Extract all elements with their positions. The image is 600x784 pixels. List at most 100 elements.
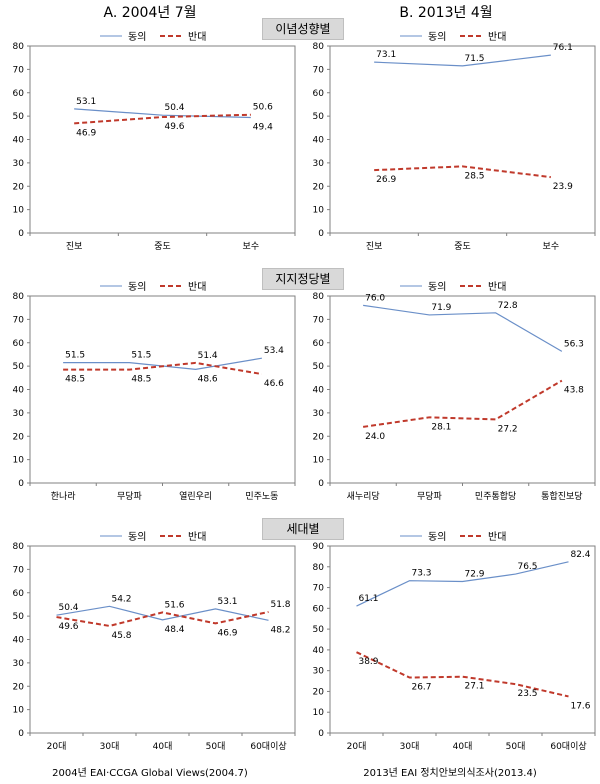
data-label-agree: 48.4 <box>164 625 184 635</box>
series-agree-line <box>56 605 269 621</box>
data-label-oppose: 51.6 <box>164 600 184 610</box>
data-label-oppose: 50.6 <box>253 103 273 113</box>
y-tick-label: 20 <box>13 182 25 192</box>
plot-frame <box>29 45 296 234</box>
data-label-agree: 48.6 <box>198 374 218 384</box>
series-oppose-line <box>63 361 263 376</box>
y-tick-label: 50 <box>13 612 25 622</box>
data-label-agree: 51.5 <box>65 351 85 361</box>
footer-source-2004: 2004년 EAI·CCGA Global Views(2004.7) <box>52 768 248 779</box>
data-label-agree: 76.0 <box>365 293 385 303</box>
plot-frame <box>29 545 296 734</box>
y-tick-label: 40 <box>13 136 25 146</box>
y-tick-label: 60 <box>313 604 325 614</box>
data-label-agree: 49.4 <box>253 123 273 133</box>
data-label-oppose: 45.8 <box>111 631 131 641</box>
y-tick-label: 20 <box>313 182 325 192</box>
x-tick-label: 60대이상 <box>550 741 586 752</box>
y-tick-label: 20 <box>313 687 325 697</box>
section-title-generation: 세대별 <box>262 518 344 540</box>
y-tick-label: 80 <box>313 42 325 52</box>
y-tick-label: 90 <box>313 542 325 552</box>
data-label-oppose: 28.5 <box>464 171 484 181</box>
x-tick-label: 30대 <box>100 741 120 752</box>
series-agree-line <box>74 108 251 119</box>
y-tick-label: 30 <box>313 667 325 677</box>
x-tick-label: 새누리당 <box>347 491 380 502</box>
x-tick-label: 50대 <box>506 741 526 752</box>
y-tick-label: 50 <box>313 625 325 635</box>
y-tick-label: 60 <box>13 589 25 599</box>
y-tick-label: 0 <box>18 729 24 739</box>
data-label-oppose: 26.9 <box>376 175 396 185</box>
y-tick-label: 20 <box>13 682 25 692</box>
data-label-agree: 56.3 <box>564 339 584 349</box>
section-title-ideology: 이념성향별 <box>262 18 344 40</box>
x-tick-label: 민주노동 <box>245 491 278 502</box>
x-tick-label: 보수 <box>243 241 260 252</box>
x-tick-label: 민주통합당 <box>475 491 516 502</box>
data-label-oppose: 46.9 <box>217 628 237 638</box>
data-label-oppose: 51.4 <box>198 351 218 361</box>
data-label-oppose: 49.6 <box>164 122 184 132</box>
plot-frame <box>329 545 596 734</box>
y-tick-label: 80 <box>13 292 25 302</box>
y-tick-label: 50 <box>13 362 25 372</box>
x-tick-label: 20대 <box>47 741 67 752</box>
y-tick-label: 50 <box>313 362 325 372</box>
y-tick-label: 70 <box>13 565 25 575</box>
data-label-agree: 53.1 <box>217 597 237 607</box>
data-label-oppose: 49.6 <box>58 622 78 632</box>
data-label-oppose: 23.9 <box>553 182 573 192</box>
y-tick-label: 10 <box>313 206 325 216</box>
x-tick-label: 중도 <box>154 241 171 252</box>
data-label-agree: 73.3 <box>411 569 431 579</box>
y-tick-label: 70 <box>313 315 325 325</box>
chart-party-2013: 0 10 20 30 40 50 60 70 80 새누리당 무당파 민주통합당 통합진보당 동의 반대 76… <box>313 281 596 502</box>
y-tick-label: 40 <box>313 136 325 146</box>
legend-agree-label: 동의 <box>428 281 446 293</box>
y-tick-label: 0 <box>18 229 24 239</box>
y-tick-label: 30 <box>13 409 25 419</box>
data-label-agree: 73.1 <box>376 50 396 60</box>
y-tick-label: 60 <box>313 339 325 349</box>
y-tick-label: 0 <box>318 729 324 739</box>
y-tick-label: 60 <box>13 89 25 99</box>
y-tick-label: 50 <box>13 112 25 122</box>
x-tick-label: 20대 <box>347 741 367 752</box>
chart-ideology-2013: 0 10 20 30 40 50 60 70 80 진보 중도 보수 동의 반대 73.1 71.5 76.1 2… <box>313 31 596 252</box>
data-label-agree: 72.8 <box>498 301 518 311</box>
y-tick-label: 80 <box>13 542 25 552</box>
x-tick-label: 중도 <box>454 241 471 252</box>
y-tick-label: 40 <box>13 386 25 396</box>
data-label-agree: 82.4 <box>570 550 590 560</box>
data-label-oppose: 27.2 <box>498 424 518 434</box>
legend-oppose-label: 반대 <box>488 281 506 293</box>
chart-ideology-2004: 0 10 20 30 40 50 60 70 80 진보 중도 보수 동의 반대 53.1 50.4 49.4 4… <box>13 31 296 252</box>
y-tick-label: 40 <box>313 646 325 656</box>
data-label-agree: 48.2 <box>270 625 290 635</box>
data-label-oppose: 17.6 <box>570 701 590 711</box>
series-agree-line <box>63 357 262 371</box>
chart-generation-2013: 0 10 20 30 40 50 60 70 80 90 20대 30대 40대 50대 60대이상 동의 반대… <box>313 531 596 752</box>
data-label-agree: 71.5 <box>464 54 484 64</box>
data-label-oppose: 51.8 <box>270 600 290 610</box>
x-tick-label: 60대이상 <box>250 741 286 752</box>
data-label-agree: 53.1 <box>76 97 96 107</box>
x-tick-label: 30대 <box>400 741 420 752</box>
y-tick-label: 70 <box>13 65 25 75</box>
series-agree-line <box>363 304 563 352</box>
data-label-agree: 53.4 <box>264 346 284 356</box>
y-tick-label: 30 <box>13 659 25 669</box>
data-label-oppose: 43.8 <box>564 386 584 396</box>
y-tick-label: 70 <box>313 65 325 75</box>
data-label-oppose: 23.5 <box>517 689 537 699</box>
data-label-agree: 76.1 <box>553 43 573 53</box>
series-oppose-line <box>74 113 251 125</box>
data-label-agree: 51.5 <box>131 351 151 361</box>
x-tick-label: 40대 <box>453 741 473 752</box>
footer-source-2013: 2013년 EAI 정치안보의식조사(2013.4) <box>363 768 537 779</box>
y-tick-label: 80 <box>13 42 25 52</box>
y-tick-label: 80 <box>313 563 325 573</box>
series-agree-line <box>356 561 569 607</box>
